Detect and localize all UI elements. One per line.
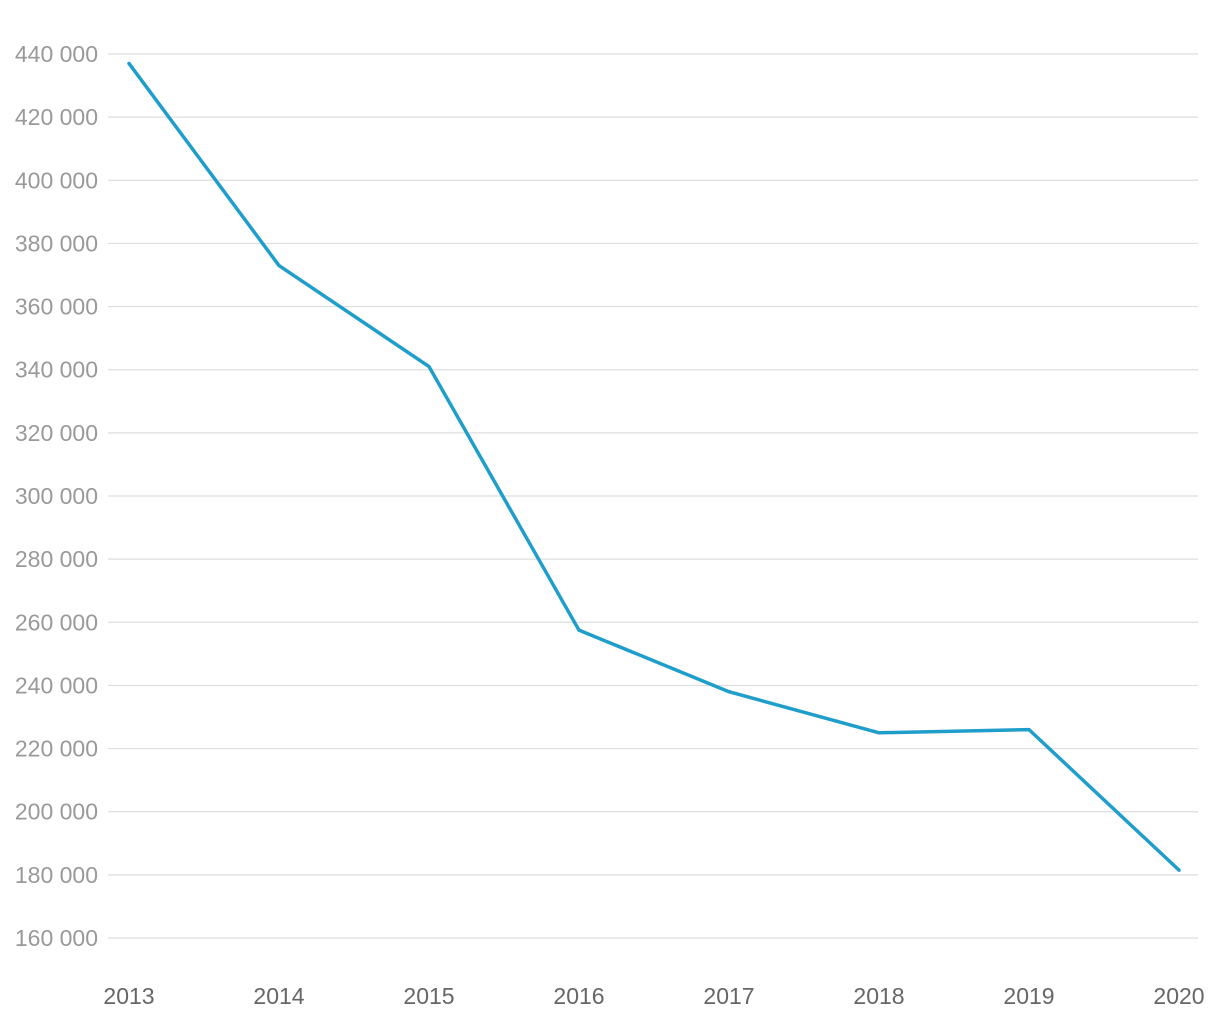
y-tick-label: 200 000 bbox=[15, 799, 98, 825]
y-tick-label: 240 000 bbox=[15, 672, 98, 698]
data-point-2018 bbox=[877, 731, 881, 735]
x-tick-label: 2018 bbox=[853, 983, 904, 1009]
series-group bbox=[127, 61, 1181, 872]
x-tick-label: 2013 bbox=[103, 983, 154, 1009]
x-tick-label: 2020 bbox=[1153, 983, 1204, 1009]
x-tick-label: 2017 bbox=[703, 983, 754, 1009]
data-point-2019 bbox=[1027, 728, 1031, 732]
data-point-2016 bbox=[577, 628, 581, 632]
x-tick-label: 2014 bbox=[253, 983, 304, 1009]
x-tick-label: 2015 bbox=[403, 983, 454, 1009]
y-tick-label: 180 000 bbox=[15, 862, 98, 888]
x-axis-tick-labels: 2013 2014 2015 2016 2017 2018 2019 2020 bbox=[103, 983, 1204, 1009]
y-tick-label: 320 000 bbox=[15, 420, 98, 446]
grid-lines bbox=[108, 53, 1198, 939]
y-tick-label: 440 000 bbox=[15, 41, 98, 67]
y-axis-tick-labels: 160 000 180 000 200 000 220 000 240 000 260 0… bbox=[15, 41, 98, 951]
x-tick-label: 2019 bbox=[1003, 983, 1054, 1009]
y-tick-label: 380 000 bbox=[15, 230, 98, 256]
y-tick-label: 260 000 bbox=[15, 609, 98, 635]
data-point-2013 bbox=[127, 61, 131, 66]
y-tick-label: 300 000 bbox=[15, 483, 98, 509]
y-tick-label: 220 000 bbox=[15, 736, 98, 762]
data-point-2020 bbox=[1177, 868, 1181, 872]
y-tick-label: 280 000 bbox=[15, 546, 98, 572]
data-point-2014 bbox=[277, 263, 281, 268]
y-tick-label: 400 000 bbox=[15, 167, 98, 193]
data-point-2017 bbox=[727, 690, 731, 694]
series-line-0 bbox=[127, 61, 1181, 872]
y-tick-label: 360 000 bbox=[15, 294, 98, 320]
data-point-2015 bbox=[427, 364, 431, 369]
y-tick-label: 160 000 bbox=[15, 925, 98, 951]
y-tick-label: 420 000 bbox=[15, 104, 98, 130]
x-tick-label: 2016 bbox=[553, 983, 604, 1009]
y-tick-label: 340 000 bbox=[15, 357, 98, 383]
